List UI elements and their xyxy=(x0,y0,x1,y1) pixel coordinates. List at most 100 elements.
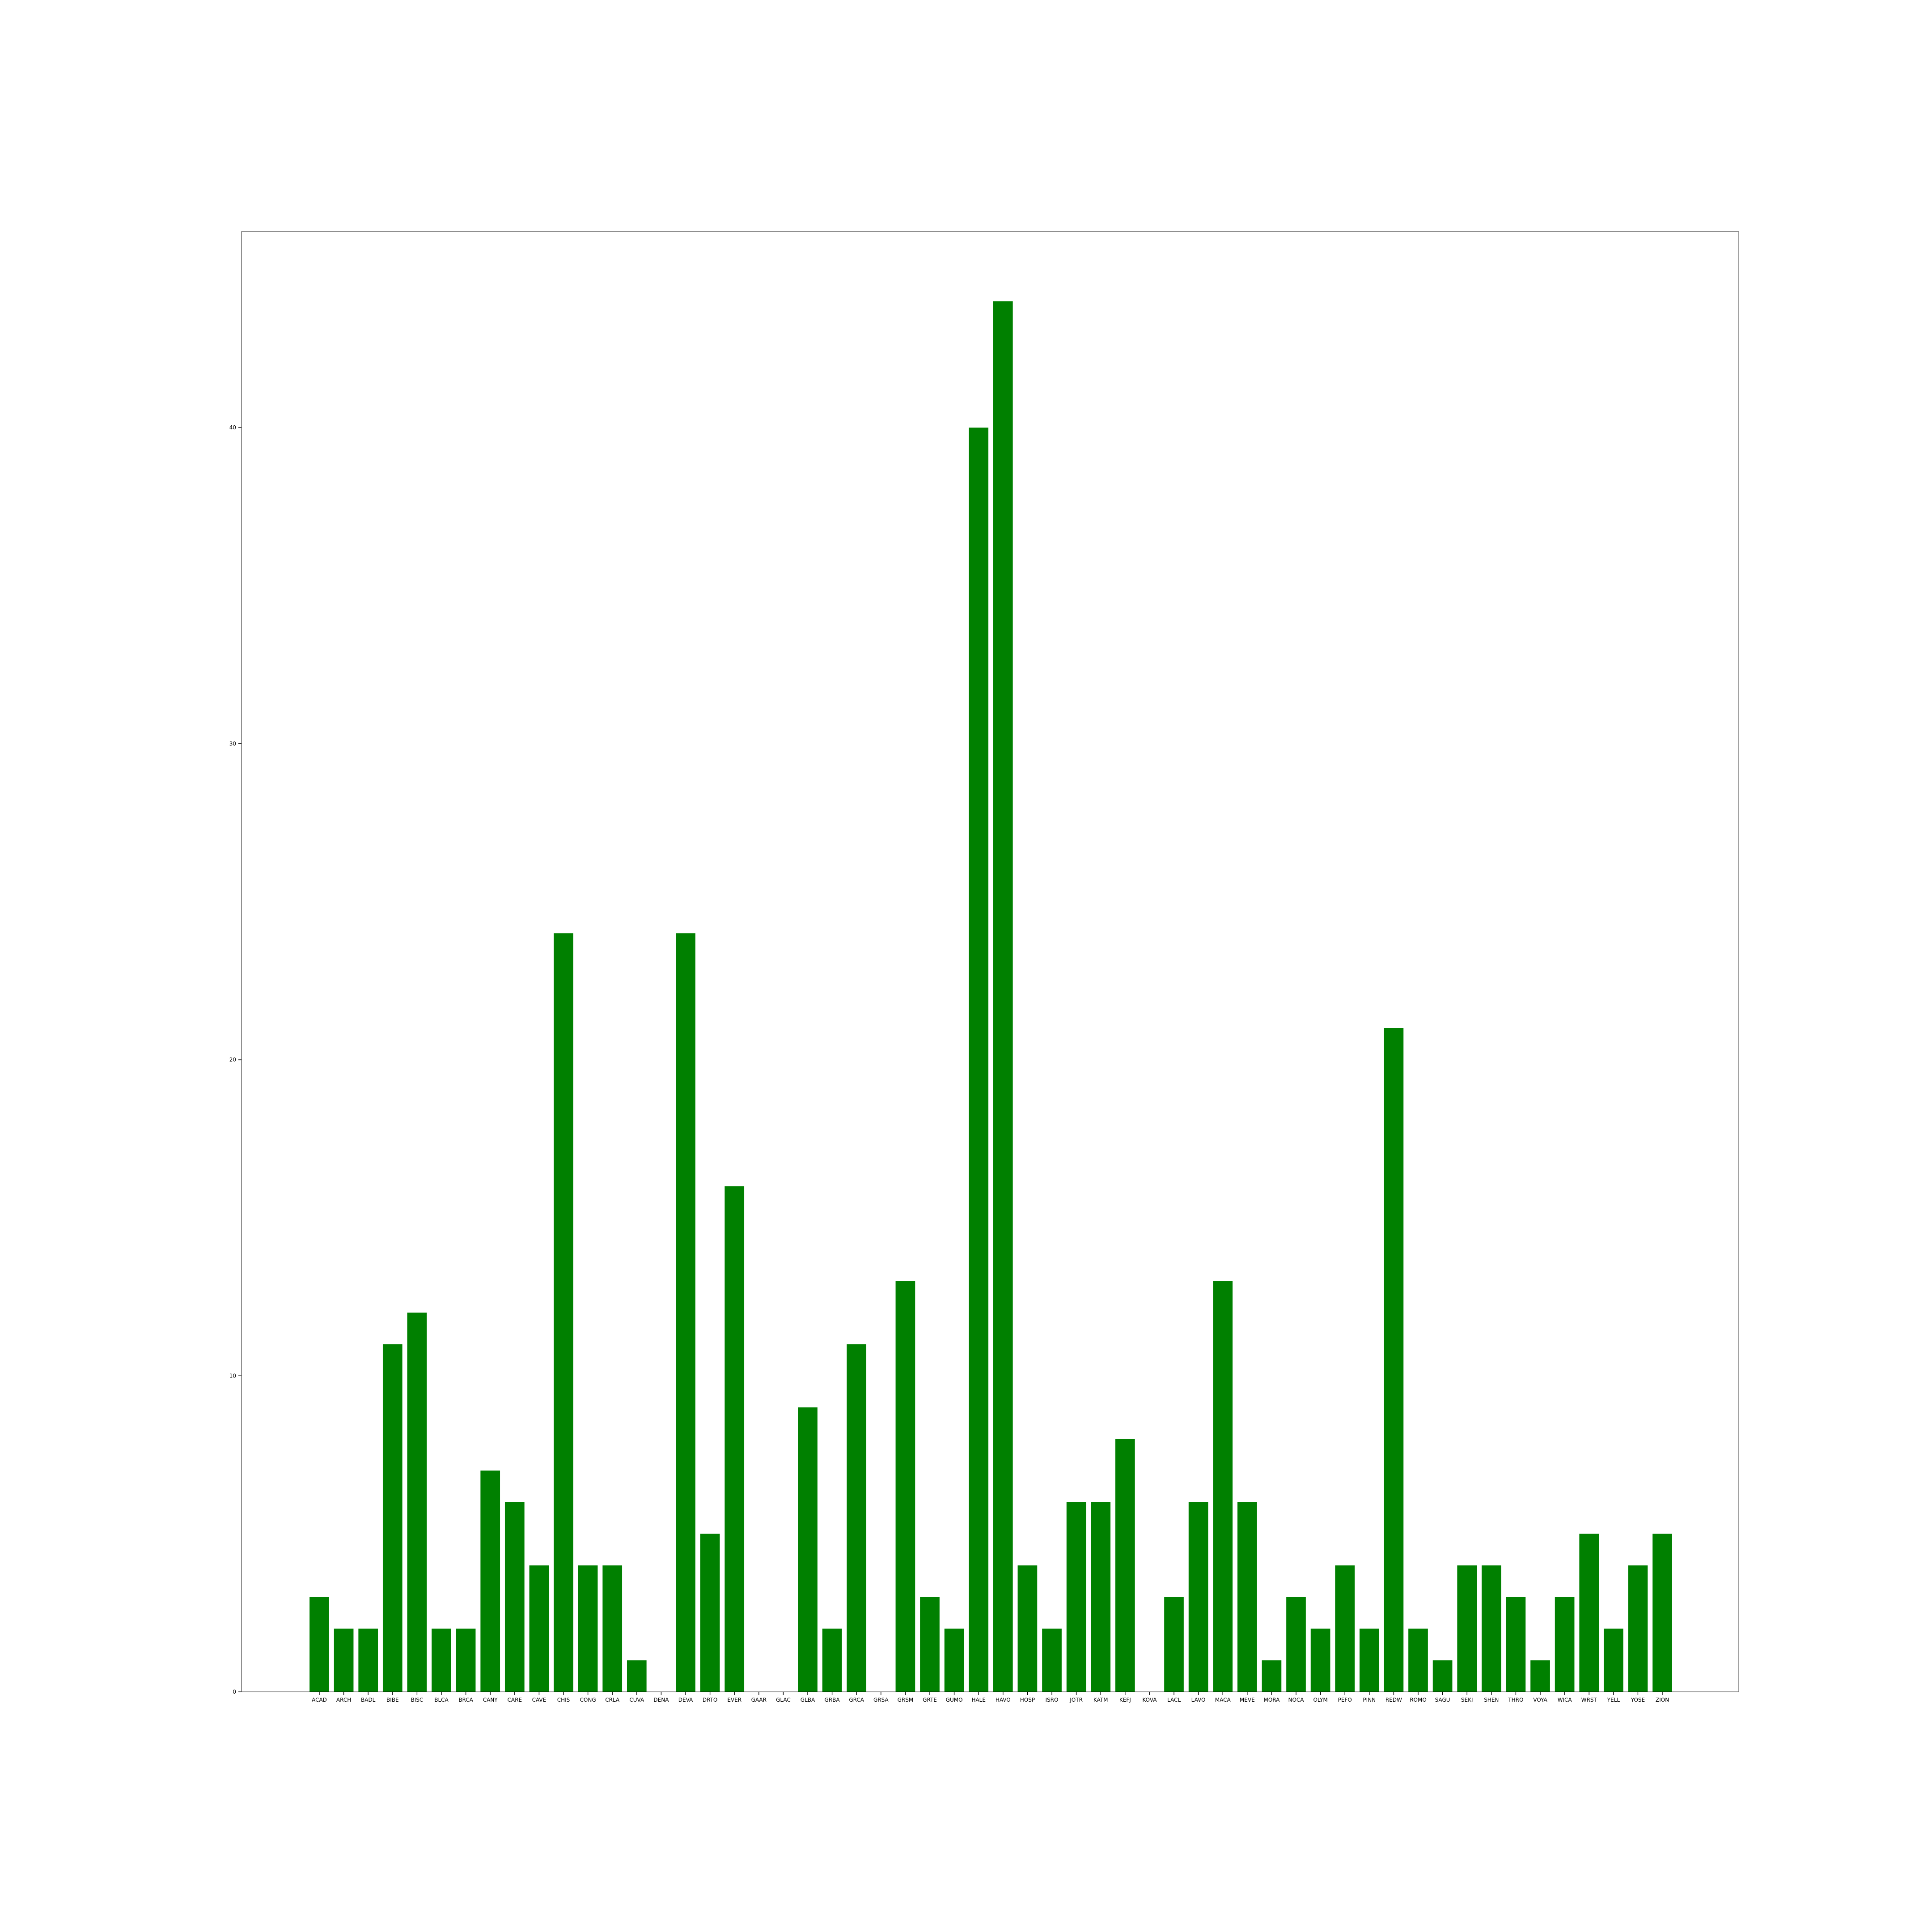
y-tick-label: 20 xyxy=(229,1057,236,1063)
x-tick-label: DRTO xyxy=(703,1697,717,1703)
x-tick-label: KEFJ xyxy=(1119,1697,1131,1703)
x-tick-label: CHIS xyxy=(557,1697,570,1703)
x-tick-label: SHEN xyxy=(1484,1697,1499,1703)
bar-zion xyxy=(1652,1534,1672,1692)
x-tick-label: OLYM xyxy=(1313,1697,1327,1703)
bar-grba xyxy=(822,1628,842,1692)
x-tick-label: YOSE xyxy=(1631,1697,1645,1703)
bar-meve xyxy=(1237,1502,1257,1692)
bar-bibe xyxy=(382,1344,402,1692)
x-tick-label: HOSP xyxy=(1020,1697,1035,1703)
bar-brca xyxy=(456,1628,476,1692)
bar-deva xyxy=(676,933,695,1692)
x-tick-label: BISC xyxy=(411,1697,424,1703)
x-tick-label: GAAR xyxy=(751,1697,767,1703)
bar-cany xyxy=(480,1470,500,1692)
bar-romo xyxy=(1408,1628,1428,1692)
x-tick-label: BLCA xyxy=(434,1697,449,1703)
x-tick-label: GRCA xyxy=(849,1697,864,1703)
bar-hale xyxy=(969,428,989,1692)
x-tick-label: GRSM xyxy=(898,1697,914,1703)
x-tick-label: SAGU xyxy=(1435,1697,1450,1703)
bar-ever xyxy=(724,1186,745,1692)
x-tick-label: ARCH xyxy=(336,1697,351,1703)
bar-lacl xyxy=(1164,1597,1184,1692)
bar-chis xyxy=(554,933,573,1692)
bar-katm xyxy=(1091,1502,1111,1692)
x-tick-label: JOTR xyxy=(1069,1697,1083,1703)
x-tick-label: LACL xyxy=(1167,1697,1181,1703)
x-tick-label: PEFO xyxy=(1338,1697,1352,1703)
bar-hosp xyxy=(1017,1565,1038,1692)
bar-seki xyxy=(1457,1565,1477,1692)
x-tick-label: LAVO xyxy=(1191,1697,1206,1703)
x-tick-label: VOYA xyxy=(1533,1697,1547,1703)
x-tick-label: SEKI xyxy=(1461,1697,1473,1703)
bar-crla xyxy=(602,1565,623,1692)
bar-pefo xyxy=(1335,1565,1355,1692)
bar-thro xyxy=(1506,1597,1526,1692)
x-tick-label: BADL xyxy=(361,1697,376,1703)
bar-cong xyxy=(578,1565,598,1692)
bar-cave xyxy=(529,1565,549,1692)
bar-kefj xyxy=(1115,1439,1135,1692)
x-tick-label: KATM xyxy=(1093,1697,1108,1703)
x-tick-label: GLAC xyxy=(776,1697,791,1703)
bar-drto xyxy=(700,1534,720,1692)
x-tick-label: YELL xyxy=(1607,1697,1620,1703)
bar-grte xyxy=(920,1597,940,1692)
x-tick-label: ROMO xyxy=(1410,1697,1427,1703)
bar-mora xyxy=(1262,1660,1282,1692)
x-tick-label: PINN xyxy=(1363,1697,1376,1703)
x-tick-label: MEVE xyxy=(1240,1697,1255,1703)
bar-grca xyxy=(847,1344,867,1692)
bars-layer xyxy=(309,301,1672,1692)
x-tick-label: CANY xyxy=(483,1697,498,1703)
x-tick-label: KOVA xyxy=(1142,1697,1157,1703)
x-tick-label: BRCA xyxy=(458,1697,473,1703)
bar-bisc xyxy=(407,1312,427,1692)
bar-gumo xyxy=(944,1628,964,1692)
y-tick-label: 0 xyxy=(233,1689,236,1695)
x-tick-label: GLBA xyxy=(801,1697,815,1703)
y-tick-label: 40 xyxy=(229,424,236,431)
x-tick-label: CARE xyxy=(508,1697,522,1703)
x-tick-label: CUVA xyxy=(629,1697,644,1703)
bar-cuva xyxy=(627,1660,647,1692)
bar-grsm xyxy=(895,1281,915,1692)
x-tick-label: NOCA xyxy=(1288,1697,1304,1703)
x-tick-label: EVER xyxy=(727,1697,741,1703)
x-tick-label: WRST xyxy=(1581,1697,1597,1703)
bar-noca xyxy=(1286,1597,1306,1692)
plot-area-frame xyxy=(241,231,1739,1692)
x-tick-label: GRBA xyxy=(825,1697,840,1703)
bar-isro xyxy=(1042,1628,1062,1692)
y-tick-label: 10 xyxy=(229,1373,236,1379)
bar-arch xyxy=(334,1628,354,1692)
x-tick-label: ACAD xyxy=(312,1697,327,1703)
bar-badl xyxy=(358,1628,378,1692)
x-axis: ACAD ARCH BADL BIBE BISC BLCA BRCA CANY CARE CAVE… xyxy=(312,1692,1669,1703)
x-tick-label: HAVO xyxy=(996,1697,1011,1703)
x-tick-label: GRSA xyxy=(873,1697,889,1703)
bar-glba xyxy=(798,1407,818,1692)
bar-blca xyxy=(432,1628,451,1692)
x-tick-label: HALE xyxy=(971,1697,986,1703)
y-axis: 0 10 20 30 40 xyxy=(229,424,242,1695)
bar-shen xyxy=(1481,1565,1501,1692)
bar-maca xyxy=(1213,1281,1233,1692)
bar-acad xyxy=(309,1597,329,1692)
bar-sagu xyxy=(1432,1660,1453,1692)
x-tick-label: WICA xyxy=(1558,1697,1572,1703)
y-tick-label: 30 xyxy=(229,741,236,747)
bar-lavo xyxy=(1188,1502,1208,1692)
bar-redw xyxy=(1384,1028,1404,1692)
x-tick-label: GUMO xyxy=(946,1697,963,1703)
x-tick-label: BIBE xyxy=(386,1697,399,1703)
x-tick-label: DEVA xyxy=(678,1697,693,1703)
bar-olym xyxy=(1310,1628,1330,1692)
bar-jotr xyxy=(1066,1502,1086,1692)
x-tick-label: MACA xyxy=(1215,1697,1231,1703)
x-tick-label: CONG xyxy=(580,1697,596,1703)
